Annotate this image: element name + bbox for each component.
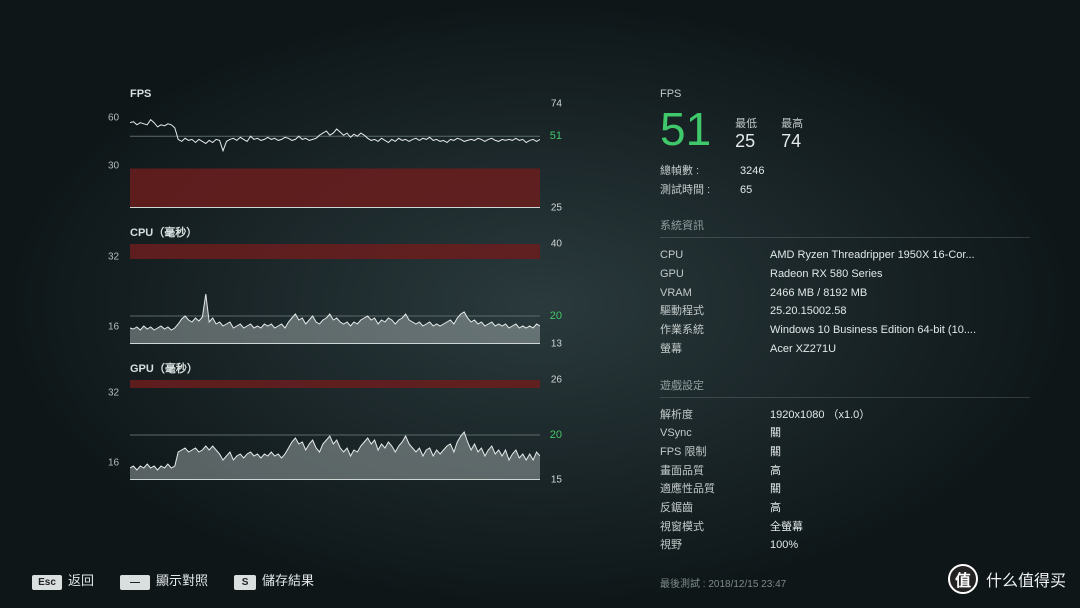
test-time-label: 測試時間 : [660, 181, 740, 200]
info-value: 1920x1080 （x1.0） [770, 406, 870, 425]
fps-chart-title: FPS [130, 88, 560, 100]
watermark-text: 什么值得买 [986, 567, 1066, 591]
fps-min-value: 25 [735, 131, 757, 152]
axis-tick: 16 [108, 458, 119, 469]
footer-bar: Esc 返回 — 顯示對照 S 儲存結果 [32, 570, 314, 590]
info-key: 驅動程式 [660, 302, 770, 321]
axis-tick: 20 [550, 429, 562, 441]
system-info-list: CPUAMD Ryzen Threadripper 1950X 16-Cor..… [660, 246, 1030, 358]
fps-average-value: 51 [660, 106, 711, 152]
axis-tick: 60 [108, 112, 119, 123]
compare-button[interactable]: — 顯示對照 [120, 570, 208, 590]
info-row: 視野100% [660, 536, 1030, 555]
info-value: Windows 10 Business Edition 64-bit (10..… [770, 321, 976, 340]
info-row: 作業系統Windows 10 Business Edition 64-bit (… [660, 321, 1030, 340]
info-value: Radeon RX 580 Series [770, 265, 883, 284]
info-row: FPS 限制關 [660, 443, 1030, 462]
gpu-chart-title: GPU（毫秒） [130, 360, 560, 376]
info-value: 全螢幕 [770, 518, 803, 537]
axis-tick: 51 [550, 130, 562, 142]
total-frames-value: 3246 [740, 162, 764, 181]
info-row: 畫面品質高 [660, 462, 1030, 481]
watermark-badge-icon: 值 [948, 564, 978, 594]
fps-max-value: 74 [781, 131, 803, 152]
compare-label: 顯示對照 [156, 573, 208, 588]
info-key: 適應性品質 [660, 480, 770, 499]
info-row: 驅動程式25.20.15002.58 [660, 302, 1030, 321]
fps-max-label: 最高 [781, 115, 803, 131]
info-value: 25.20.15002.58 [770, 302, 846, 321]
back-button[interactable]: Esc 返回 [32, 570, 94, 590]
fps-label: FPS [660, 88, 1030, 100]
info-row: 螢幕Acer XZ271U [660, 340, 1030, 359]
esc-keycap: Esc [32, 575, 62, 590]
gpu-chart: GPU（毫秒） 3216262015 [130, 360, 560, 480]
info-key: 作業系統 [660, 321, 770, 340]
axis-tick: 26 [551, 375, 562, 386]
info-column: FPS 51 最低 25 最高 74 總幀數 :3246 測試時間 :65 系統… [660, 88, 1030, 548]
info-key: 視窗模式 [660, 518, 770, 537]
watermark: 值 什么值得买 [948, 564, 1066, 594]
fps-chart: FPS 6030745125 [130, 88, 560, 208]
charts-column: FPS 6030745125 CPU（毫秒） 3216402013 GPU（毫秒… [130, 88, 560, 548]
compare-keycap: — [120, 575, 150, 590]
info-row: GPURadeon RX 580 Series [660, 265, 1030, 284]
info-key: 視野 [660, 536, 770, 555]
axis-tick: 74 [551, 99, 562, 110]
info-value: 關 [770, 480, 781, 499]
info-value: Acer XZ271U [770, 340, 836, 359]
axis-tick: 16 [108, 322, 119, 333]
cpu-chart: CPU（毫秒） 3216402013 [130, 224, 560, 344]
axis-tick: 25 [551, 203, 562, 214]
info-key: VSync [660, 424, 770, 443]
system-info-header: 系統資訊 [660, 217, 1030, 233]
info-key: FPS 限制 [660, 443, 770, 462]
total-frames-label: 總幀數 : [660, 162, 740, 181]
save-button[interactable]: S 儲存結果 [234, 570, 314, 590]
test-time-value: 65 [740, 181, 752, 200]
back-label: 返回 [68, 573, 94, 588]
fps-min-label: 最低 [735, 115, 757, 131]
axis-tick: 32 [108, 252, 119, 263]
info-key: GPU [660, 265, 770, 284]
info-value: 高 [770, 499, 781, 518]
save-label: 儲存結果 [262, 573, 314, 588]
cpu-chart-title: CPU（毫秒） [130, 224, 560, 240]
info-value: 2466 MB / 8192 MB [770, 284, 867, 303]
info-key: 螢幕 [660, 340, 770, 359]
info-row: 視窗模式全螢幕 [660, 518, 1030, 537]
info-row: CPUAMD Ryzen Threadripper 1950X 16-Cor..… [660, 246, 1030, 265]
info-value: 高 [770, 462, 781, 481]
axis-tick: 13 [551, 339, 562, 350]
info-key: VRAM [660, 284, 770, 303]
info-row: 反鋸齒高 [660, 499, 1030, 518]
info-key: 畫面品質 [660, 462, 770, 481]
save-keycap: S [234, 575, 256, 590]
info-key: CPU [660, 246, 770, 265]
axis-tick: 40 [551, 239, 562, 250]
info-value: 100% [770, 536, 798, 555]
axis-tick: 15 [551, 475, 562, 486]
info-key: 反鋸齒 [660, 499, 770, 518]
info-row: 適應性品質關 [660, 480, 1030, 499]
game-settings-header: 遊戲設定 [660, 377, 1030, 393]
info-row: VRAM2466 MB / 8192 MB [660, 284, 1030, 303]
info-row: VSync關 [660, 424, 1030, 443]
axis-tick: 20 [550, 310, 562, 322]
info-key: 解析度 [660, 406, 770, 425]
info-row: 解析度1920x1080 （x1.0） [660, 406, 1030, 425]
info-value: 關 [770, 424, 781, 443]
info-value: AMD Ryzen Threadripper 1950X 16-Cor... [770, 246, 975, 265]
axis-tick: 32 [108, 388, 119, 399]
axis-tick: 30 [108, 161, 119, 172]
game-settings-list: 解析度1920x1080 （x1.0）VSync關FPS 限制關畫面品質高適應性… [660, 406, 1030, 556]
info-value: 關 [770, 443, 781, 462]
